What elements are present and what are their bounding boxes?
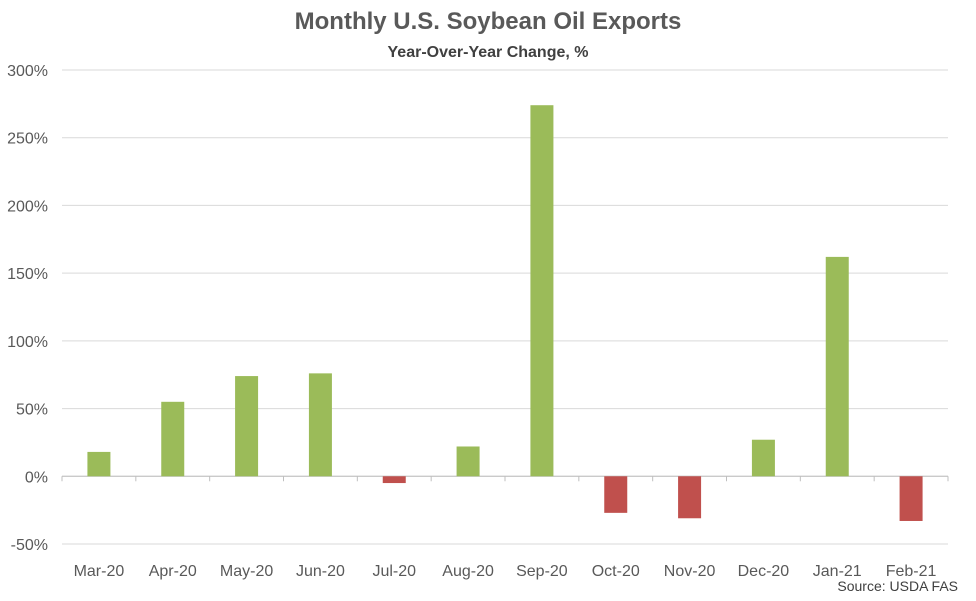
x-tick-label: Jan-21: [813, 563, 862, 580]
bar-jun-20: [308, 373, 332, 477]
source-note: Source: USDA FAS: [837, 578, 958, 594]
y-tick-label: 50%: [16, 402, 48, 419]
bar-jul-20: [382, 476, 406, 484]
bar-aug-20: [456, 446, 480, 477]
y-tick-label: 150%: [7, 266, 48, 283]
bar-feb-21: [899, 476, 923, 521]
bar-apr-20: [161, 401, 185, 477]
x-tick-label: Mar-20: [74, 563, 125, 580]
y-tick-label: 300%: [7, 63, 48, 80]
x-tick-label: Feb-21: [886, 563, 937, 580]
bar-oct-20: [604, 476, 628, 513]
bar-mar-20: [87, 451, 111, 477]
x-tick-label: Dec-20: [738, 563, 790, 580]
bar-jan-21: [825, 256, 849, 477]
bar-nov-20: [678, 476, 702, 519]
bar-dec-20: [751, 439, 775, 477]
y-tick-label: 100%: [7, 334, 48, 351]
y-tick-label: 0%: [25, 469, 48, 486]
x-tick-label: Jul-20: [372, 563, 416, 580]
x-tick-label: Jun-20: [296, 563, 345, 580]
x-tick-label: Aug-20: [442, 563, 494, 580]
chart-subtitle: Year-Over-Year Change, %: [387, 44, 589, 61]
x-tick-label: Apr-20: [149, 563, 197, 580]
chart-title: Monthly U.S. Soybean Oil Exports: [294, 8, 682, 35]
bar-sep-20: [530, 105, 554, 477]
y-tick-label: 200%: [7, 198, 48, 215]
x-tick-label: Sep-20: [516, 563, 568, 580]
x-tick-label: Nov-20: [664, 563, 716, 580]
x-tick-label: Oct-20: [592, 563, 640, 580]
x-tick-label: May-20: [220, 563, 273, 580]
y-tick-label: 250%: [7, 131, 48, 148]
y-tick-label: -50%: [11, 537, 48, 554]
bar-may-20: [235, 376, 259, 477]
